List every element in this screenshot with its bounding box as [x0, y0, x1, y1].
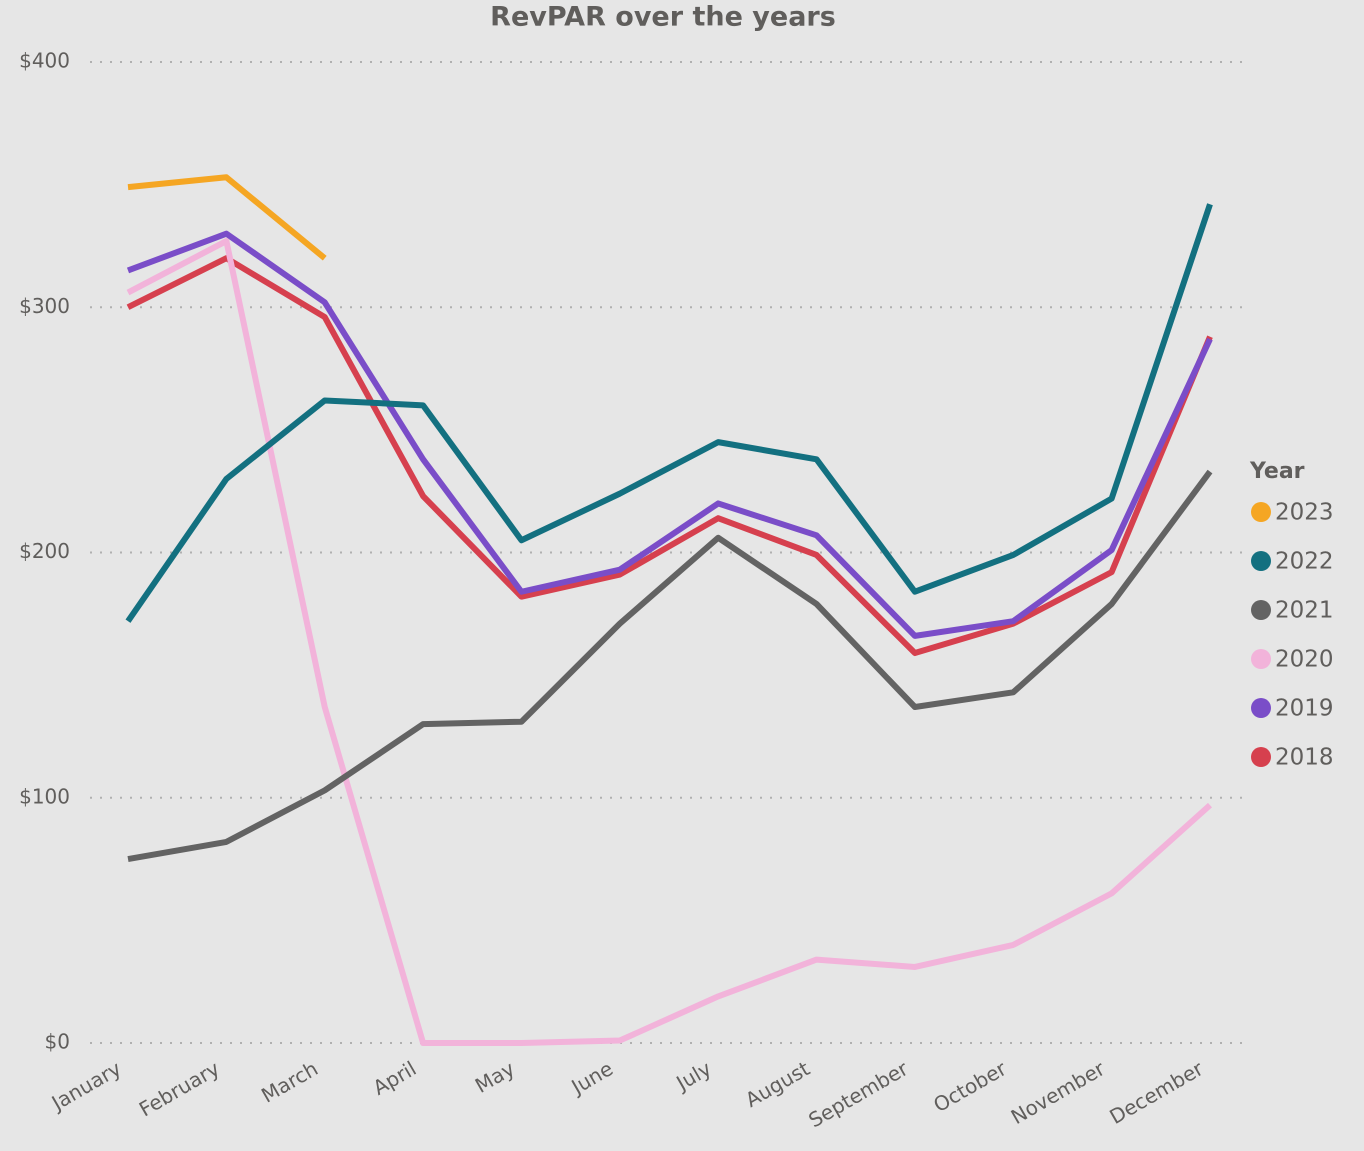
legend-marker [1251, 698, 1271, 718]
legend-marker [1251, 502, 1271, 522]
chart-title: RevPAR over the years [490, 2, 836, 33]
legend-title: Year [1249, 459, 1305, 484]
legend-label: 2021 [1275, 598, 1334, 624]
legend-label: 2022 [1275, 549, 1334, 575]
legend-label: 2023 [1275, 500, 1334, 526]
legend-label: 2019 [1275, 696, 1334, 722]
legend-marker [1251, 551, 1271, 571]
legend-marker [1251, 747, 1271, 767]
series-line [126, 238, 1213, 1046]
legend-label: 2018 [1275, 745, 1334, 771]
legend-label: 2020 [1275, 647, 1334, 673]
series-line [126, 230, 1213, 639]
y-tick-label: $200 [19, 539, 70, 563]
y-tick-label: $0 [45, 1030, 70, 1054]
legend-marker [1251, 649, 1271, 669]
series-line [127, 469, 1213, 863]
series-line [126, 255, 1213, 657]
y-tick-label: $300 [19, 294, 70, 318]
y-tick-label: $400 [19, 49, 70, 73]
legend-marker [1251, 600, 1271, 620]
y-tick-label: $100 [19, 784, 70, 808]
series-line [125, 203, 1213, 623]
series-line [127, 174, 327, 261]
